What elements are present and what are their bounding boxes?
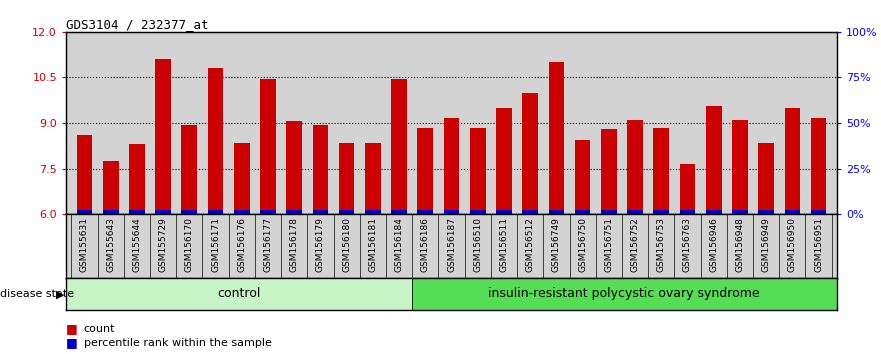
Bar <box>784 210 800 214</box>
Text: GSM155644: GSM155644 <box>132 217 141 272</box>
Text: GSM156950: GSM156950 <box>788 217 797 272</box>
Bar <box>654 210 670 214</box>
Bar <box>260 210 276 214</box>
Bar <box>181 125 197 214</box>
Text: GSM156949: GSM156949 <box>762 217 771 272</box>
Bar <box>549 210 564 214</box>
Bar <box>811 119 826 214</box>
Text: GSM156181: GSM156181 <box>368 217 377 272</box>
Bar <box>679 210 695 214</box>
Bar <box>601 129 617 214</box>
Bar <box>759 210 774 214</box>
Bar <box>470 210 485 214</box>
Text: GSM156177: GSM156177 <box>263 217 272 272</box>
Bar <box>706 106 722 214</box>
Bar <box>391 210 407 214</box>
Text: GSM156176: GSM156176 <box>237 217 247 272</box>
Bar <box>103 210 119 214</box>
Bar <box>811 210 826 214</box>
Bar <box>208 210 224 214</box>
Bar <box>574 210 590 214</box>
Text: disease state: disease state <box>0 289 74 299</box>
Text: percentile rank within the sample: percentile rank within the sample <box>84 338 271 348</box>
Text: GSM156951: GSM156951 <box>814 217 823 272</box>
Text: GSM156186: GSM156186 <box>421 217 430 272</box>
Text: ■: ■ <box>66 336 78 349</box>
Text: ■: ■ <box>66 322 78 335</box>
Text: GSM155643: GSM155643 <box>106 217 115 272</box>
Text: GSM156751: GSM156751 <box>604 217 613 272</box>
Bar <box>181 210 197 214</box>
Bar <box>129 210 144 214</box>
Bar <box>654 127 670 214</box>
Bar <box>679 164 695 214</box>
Bar <box>706 210 722 214</box>
Bar <box>77 135 93 214</box>
Text: GSM156750: GSM156750 <box>578 217 587 272</box>
Bar <box>286 121 302 214</box>
Text: GSM156752: GSM156752 <box>631 217 640 272</box>
Text: GSM156510: GSM156510 <box>473 217 482 272</box>
Text: GSM156948: GSM156948 <box>736 217 744 272</box>
Bar <box>313 125 329 214</box>
Bar <box>470 127 485 214</box>
Text: GSM156184: GSM156184 <box>395 217 403 272</box>
Bar <box>601 210 617 214</box>
Bar <box>365 210 381 214</box>
Bar <box>522 93 538 214</box>
Bar <box>444 119 459 214</box>
Text: ▶: ▶ <box>56 290 64 299</box>
Bar <box>129 144 144 214</box>
Text: insulin-resistant polycystic ovary syndrome: insulin-resistant polycystic ovary syndr… <box>488 287 760 300</box>
Bar <box>574 140 590 214</box>
Bar <box>732 120 748 214</box>
Bar <box>418 127 433 214</box>
Bar <box>549 62 564 214</box>
Text: GSM156179: GSM156179 <box>316 217 325 272</box>
Bar <box>522 210 538 214</box>
Bar <box>365 143 381 214</box>
Bar <box>233 143 249 214</box>
Text: GSM156749: GSM156749 <box>552 217 561 272</box>
Text: control: control <box>218 287 261 300</box>
Text: GSM156763: GSM156763 <box>683 217 692 272</box>
Text: GSM156187: GSM156187 <box>447 217 456 272</box>
Bar <box>391 79 407 214</box>
Bar <box>444 210 459 214</box>
Text: GSM156512: GSM156512 <box>526 217 535 272</box>
Text: GDS3104 / 232377_at: GDS3104 / 232377_at <box>66 18 209 31</box>
Text: count: count <box>84 324 115 333</box>
Text: GSM155631: GSM155631 <box>80 217 89 272</box>
Text: GSM155729: GSM155729 <box>159 217 167 272</box>
Bar <box>496 108 512 214</box>
Text: GSM156170: GSM156170 <box>185 217 194 272</box>
Text: GSM156946: GSM156946 <box>709 217 718 272</box>
Bar <box>208 68 224 214</box>
Bar <box>313 210 329 214</box>
Bar <box>496 210 512 214</box>
Bar <box>784 108 800 214</box>
Bar <box>339 210 354 214</box>
Bar <box>627 210 643 214</box>
Bar <box>66 278 411 310</box>
Text: GSM156171: GSM156171 <box>211 217 220 272</box>
Bar <box>260 79 276 214</box>
Bar <box>732 210 748 214</box>
Text: GSM156178: GSM156178 <box>290 217 299 272</box>
Bar <box>77 210 93 214</box>
Bar <box>339 143 354 214</box>
Bar <box>627 120 643 214</box>
Bar <box>286 210 302 214</box>
Bar <box>411 278 837 310</box>
Text: GSM156511: GSM156511 <box>500 217 508 272</box>
Bar <box>759 143 774 214</box>
Bar <box>103 161 119 214</box>
Bar <box>155 59 171 214</box>
Text: GSM156180: GSM156180 <box>342 217 352 272</box>
Bar <box>418 210 433 214</box>
Bar <box>155 210 171 214</box>
Bar <box>233 210 249 214</box>
Text: GSM156753: GSM156753 <box>656 217 666 272</box>
